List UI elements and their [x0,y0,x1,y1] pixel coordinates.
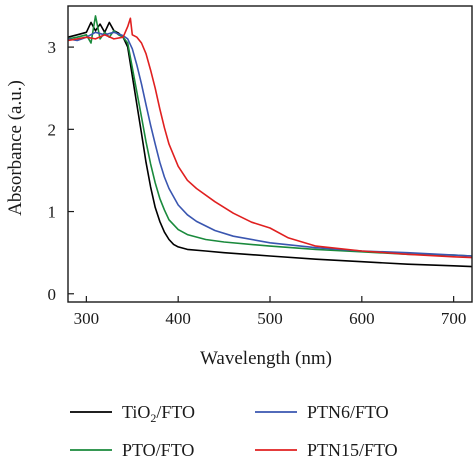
series-line-ptn6-fto [67,31,473,257]
legend-label: PTN15/FTO [307,440,398,460]
ticks-layer: 300 400 500 600 700 0 1 2 3 [48,38,467,328]
y-tick-label: 2 [48,120,57,139]
y-tick-label: 0 [48,285,57,304]
y-tick-label: 3 [48,38,57,57]
legend-label: TiO2/FTO [122,402,195,425]
x-tick-label: 500 [257,309,283,328]
x-tick-label: 700 [441,309,467,328]
legend-label: PTN6/FTO [307,402,389,422]
series-line-tio2-fto [67,21,473,268]
x-tick-label: 600 [349,309,375,328]
y-axis-title: Absorbance (a.u.) [5,80,26,216]
series-layer [67,15,473,268]
x-tick-label: 400 [165,309,191,328]
legend-label: PTO/FTO [122,440,194,460]
series-line-pto-fto [67,15,473,257]
y-tick-label: 1 [48,203,57,222]
series-line-ptn15-fto [67,17,473,259]
x-axis-title: Wavelength (nm) [200,348,332,369]
x-tick-label: 300 [74,309,100,328]
legend: TiO2/FTO PTO/FTO PTN6/FTO PTN15/FTO [70,402,398,460]
